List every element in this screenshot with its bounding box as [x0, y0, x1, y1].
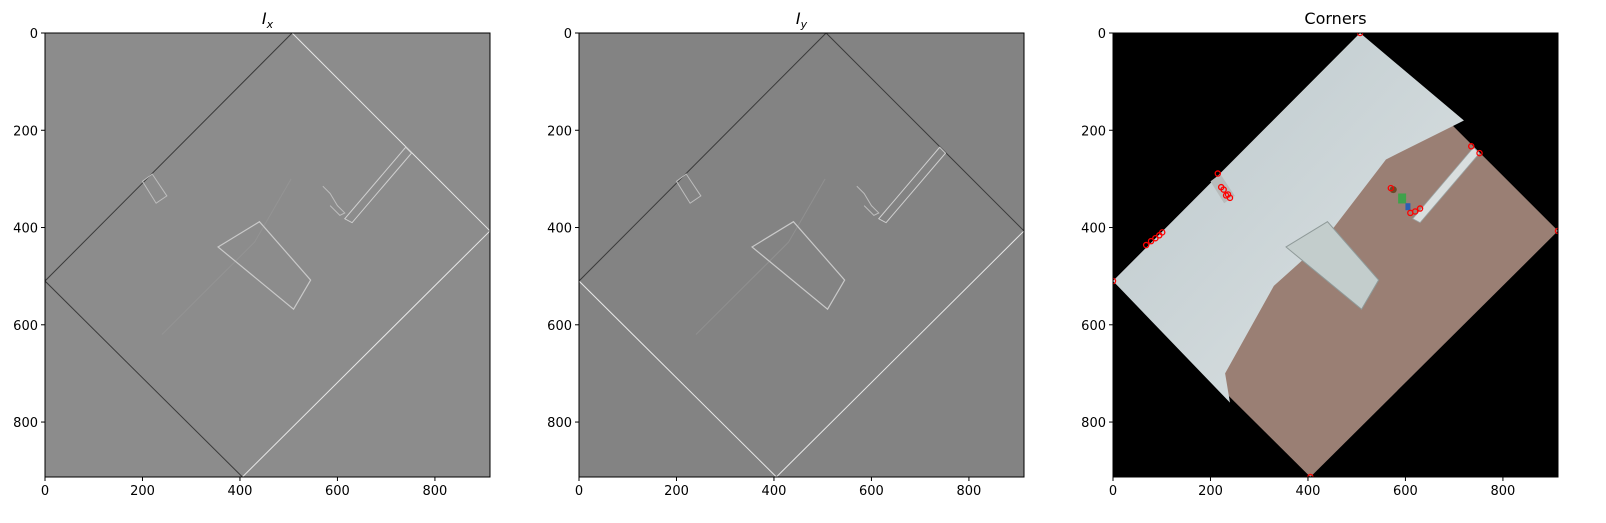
figure-edge	[856, 185, 880, 216]
box	[1285, 221, 1380, 310]
figurine-body	[1398, 193, 1407, 204]
x-tick-label: 400	[1296, 484, 1321, 499]
edge-top-right	[291, 33, 490, 232]
edge-bottom-left	[579, 280, 777, 477]
boundary-edge	[161, 178, 292, 335]
corner-marker	[1467, 143, 1475, 150]
box-edge	[750, 220, 846, 311]
x-tick-label: 0	[575, 484, 583, 499]
corner-marker	[1222, 192, 1230, 199]
y-tick-label: 200	[13, 124, 38, 139]
x-tick-label: 200	[130, 484, 155, 499]
y-tick-label: 200	[547, 124, 572, 139]
bench-edge	[343, 146, 413, 224]
panel-iy: 0 200 400 600 800 0 200 400 600 800 Iy	[547, 9, 1025, 499]
x-tick-label: 600	[1393, 484, 1418, 499]
corner-marker	[1147, 237, 1155, 245]
y-tick-label: 0	[564, 27, 572, 42]
title-main: I	[796, 9, 801, 28]
outlet-edge	[141, 173, 168, 204]
outlet-edge	[675, 173, 702, 204]
y-tick-label: 800	[13, 416, 38, 431]
y-tick-label: 0	[30, 27, 38, 42]
corner-marker	[1158, 229, 1166, 236]
edge-top-left	[45, 33, 293, 282]
x-tick-label: 0	[41, 484, 49, 499]
title-subscript: y	[800, 18, 808, 31]
axes-frame	[1112, 32, 1559, 478]
edge-bottom-right	[242, 230, 490, 477]
y-tick-label: 600	[13, 319, 38, 334]
corner-marker	[1554, 227, 1558, 235]
x-tick-label: 200	[664, 484, 689, 499]
boundary-edge	[695, 178, 826, 335]
y-tick-label: 800	[1081, 416, 1106, 431]
corner-marker	[1476, 149, 1483, 157]
y-tick-label: 600	[547, 319, 572, 334]
image-background	[579, 33, 1024, 477]
corner-marker	[1387, 184, 1395, 192]
axes-frame	[578, 32, 1025, 478]
x-tick-label: 400	[228, 484, 253, 499]
corner-marker	[1220, 186, 1227, 193]
x-tick-label: 200	[1198, 484, 1223, 499]
y-tick-label: 0	[1098, 27, 1106, 42]
figurine-legs	[1405, 203, 1411, 211]
y-tick-label: 400	[13, 222, 38, 237]
panel-image-corners	[1113, 33, 1558, 477]
y-tick-label: 200	[1081, 124, 1106, 139]
corner-marker	[1214, 170, 1222, 177]
x-tick-label: 600	[859, 484, 884, 499]
corner-marker	[1411, 208, 1419, 215]
edge-bottom-right	[776, 230, 1024, 477]
title-main: I	[262, 9, 267, 28]
panel-title: Corners	[1304, 9, 1366, 28]
figure-edge	[322, 185, 346, 216]
y-tick-label: 800	[547, 416, 572, 431]
title-subscript: x	[266, 18, 274, 31]
edge-bottom-left	[45, 280, 243, 477]
image-background	[45, 33, 490, 477]
box-edge	[216, 220, 312, 311]
panel-image-ix	[45, 33, 490, 477]
x-tick-label: 600	[325, 484, 350, 499]
edge-top-right	[825, 33, 1024, 232]
corner-marker	[1142, 241, 1150, 249]
panel-title: Iy	[796, 9, 808, 31]
y-tick-label: 400	[547, 222, 572, 237]
panel-ix: 0 200 400 600 800 0 200 400 600 800 Ix	[13, 9, 491, 499]
bench-edge	[877, 146, 947, 224]
panel-title: Ix	[262, 9, 274, 31]
y-tick-label: 400	[1081, 222, 1106, 237]
axes-frame	[44, 32, 491, 478]
x-tick-label: 800	[1491, 484, 1516, 499]
corner-marker	[1416, 205, 1424, 212]
corner-marker	[1356, 33, 1364, 37]
x-tick-label: 800	[957, 484, 982, 499]
x-tick-label: 0	[1109, 484, 1117, 499]
panel-corners: 0 200 400 600 800 0 200 400 600 800 Corners	[1081, 9, 1559, 499]
edge-top-left	[579, 33, 827, 282]
panel-image-iy	[579, 33, 1024, 477]
y-tick-label: 600	[1081, 319, 1106, 334]
x-tick-label: 400	[762, 484, 787, 499]
x-tick-label: 800	[423, 484, 448, 499]
wall	[1113, 33, 1464, 403]
